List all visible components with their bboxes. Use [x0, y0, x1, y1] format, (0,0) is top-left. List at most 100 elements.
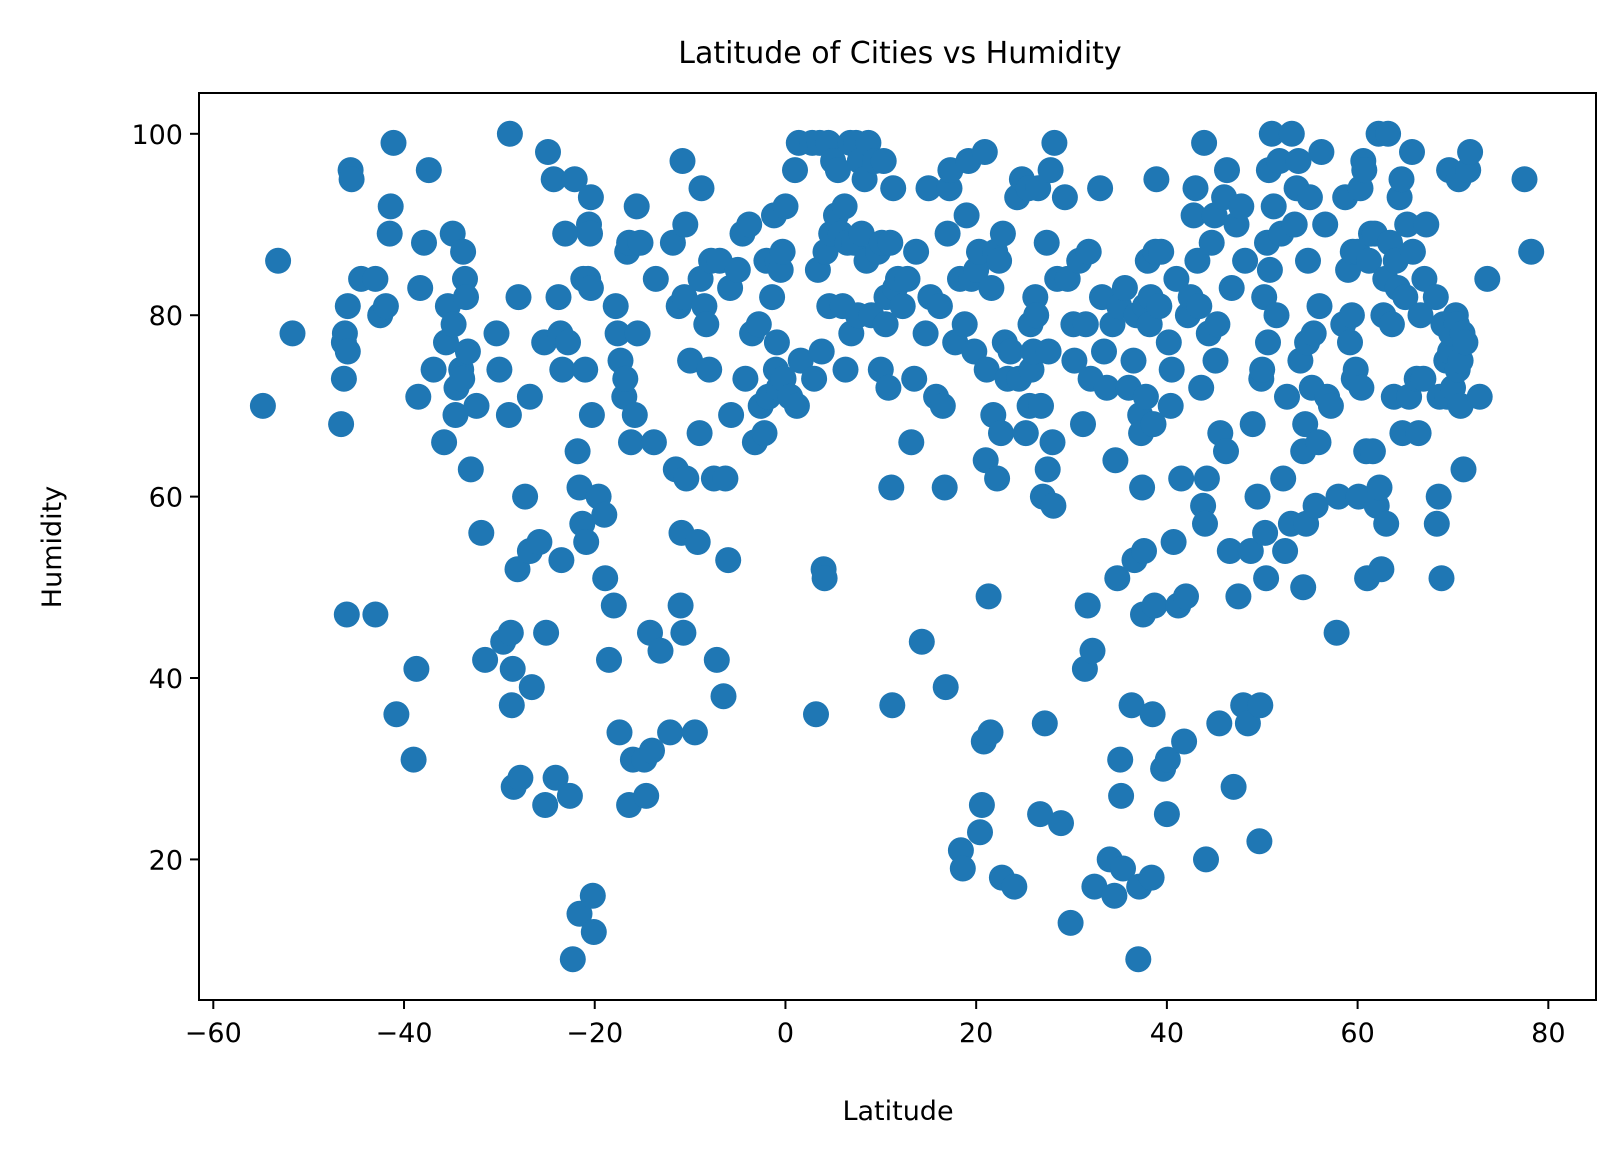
data-point — [696, 356, 723, 383]
data-point — [1368, 556, 1395, 583]
data-point — [1087, 175, 1114, 202]
data-point — [602, 293, 629, 320]
data-point — [552, 220, 579, 247]
data-point — [420, 356, 447, 383]
x-tick-label: 20 — [959, 1018, 993, 1049]
data-point — [472, 646, 499, 673]
data-point — [1323, 619, 1350, 646]
data-point — [659, 229, 686, 256]
data-point — [1108, 782, 1135, 809]
data-point — [1239, 411, 1266, 438]
data-point — [1153, 801, 1180, 828]
data-point — [712, 465, 739, 492]
data-point — [681, 719, 708, 746]
data-point — [362, 601, 389, 628]
data-point — [1093, 374, 1120, 401]
data-point — [600, 592, 627, 619]
data-point — [633, 782, 660, 809]
data-point — [1258, 120, 1285, 147]
data-point — [1125, 946, 1152, 973]
data-point — [736, 211, 763, 238]
y-axis-ticks: 20 40 60 80 100 — [131, 120, 199, 876]
data-point — [1104, 565, 1131, 592]
data-point — [769, 238, 796, 265]
data-point — [405, 383, 432, 410]
data-point — [1110, 855, 1136, 882]
data-point — [1410, 365, 1437, 392]
data-point — [580, 919, 607, 945]
data-point — [889, 293, 916, 320]
data-point — [377, 193, 404, 220]
data-point — [1033, 229, 1060, 256]
data-point — [1422, 284, 1449, 311]
plot-area-frame — [198, 92, 1597, 1001]
y-tick-label: 40 — [149, 664, 183, 695]
data-point — [1216, 538, 1243, 564]
data-point — [1143, 166, 1170, 193]
data-point — [1202, 347, 1229, 374]
data-point — [1204, 311, 1231, 338]
data-point — [1218, 275, 1245, 301]
data-point — [1041, 129, 1068, 156]
data-point — [1405, 420, 1432, 447]
data-point — [1173, 583, 1199, 610]
data-point — [1111, 275, 1138, 301]
data-point — [926, 293, 953, 320]
data-point — [988, 420, 1014, 447]
data-point — [1247, 692, 1274, 719]
data-point — [1450, 456, 1477, 483]
data-point — [516, 383, 543, 410]
data-point — [483, 320, 510, 347]
data-point — [497, 619, 524, 646]
data-point — [967, 819, 993, 846]
data-point — [801, 365, 828, 392]
data-point — [1295, 247, 1321, 274]
data-point — [932, 674, 959, 701]
data-point — [1102, 447, 1129, 474]
data-point — [1074, 592, 1101, 619]
data-point — [1027, 801, 1054, 828]
x-tick-label: 80 — [1531, 1018, 1565, 1049]
data-point — [1107, 746, 1134, 773]
data-point — [1037, 157, 1064, 184]
data-point — [1388, 166, 1415, 193]
data-point — [1423, 510, 1450, 537]
data-point — [971, 139, 998, 165]
data-point — [1051, 184, 1078, 211]
data-point — [1278, 120, 1305, 147]
data-point — [686, 420, 713, 447]
data-point — [512, 483, 539, 510]
data-point — [334, 293, 361, 320]
data-point — [498, 692, 525, 719]
data-point — [667, 592, 694, 619]
data-point — [1220, 773, 1247, 800]
data-point — [751, 420, 778, 447]
data-point — [499, 655, 526, 682]
data-point — [249, 392, 276, 419]
data-point — [449, 365, 476, 392]
data-point — [1091, 338, 1117, 365]
data-point — [1292, 411, 1319, 438]
data-point — [333, 601, 360, 628]
data-point — [1184, 247, 1211, 274]
data-point — [1351, 157, 1378, 184]
data-point — [624, 320, 651, 347]
data-point — [672, 211, 699, 238]
data-point — [431, 429, 458, 456]
data-point — [1031, 710, 1058, 737]
data-point — [1260, 193, 1287, 220]
data-point — [1057, 909, 1084, 936]
data-point — [1012, 420, 1039, 447]
data-point — [901, 365, 928, 392]
data-point — [1180, 202, 1207, 229]
data-point — [880, 175, 907, 202]
data-point — [1394, 211, 1421, 238]
data-point — [1252, 519, 1279, 546]
data-point — [549, 356, 576, 383]
data-point — [647, 637, 674, 664]
data-point — [533, 619, 560, 646]
data-point — [1146, 293, 1173, 320]
data-point — [1186, 293, 1213, 320]
data-point — [334, 338, 361, 365]
data-point — [953, 202, 980, 229]
